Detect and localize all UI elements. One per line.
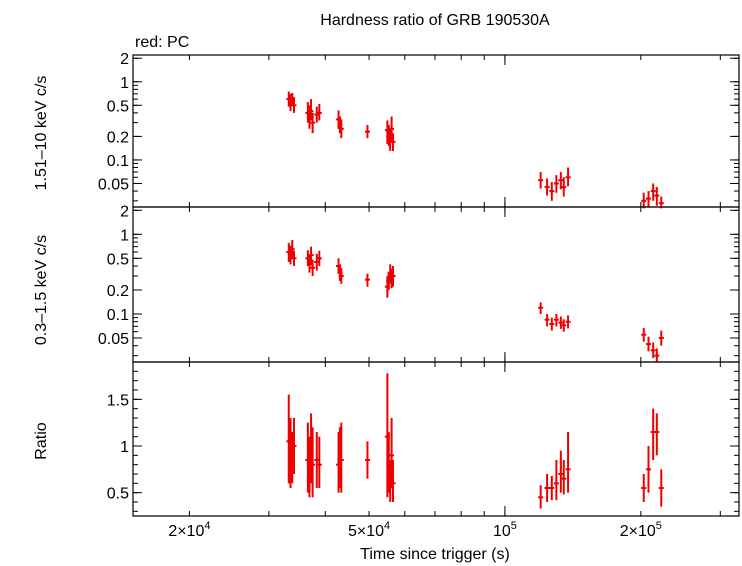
panel-ratio: Ratio 0.5 1 1.5: [33, 361, 740, 517]
y-tick-label: 1: [120, 75, 129, 92]
x-tick-mantissa: 10: [493, 523, 511, 540]
y-tick-label: 2: [120, 203, 129, 220]
y-tick-label: 1: [120, 227, 129, 244]
x-tick-label: 5×104: [348, 520, 390, 540]
chart-subtitle: red: PC: [135, 34, 189, 51]
y-tick-label: 0.5: [107, 251, 129, 268]
panel-frame: [132, 54, 740, 208]
y-tick-label: 0.2: [107, 129, 129, 146]
y-tick-label: 0.5: [107, 486, 129, 503]
y-tick-label: 0.2: [107, 283, 129, 300]
y-axis-label: Ratio: [33, 422, 50, 459]
x-tick-label: 2×104: [168, 520, 210, 540]
y-tick-label: 0.5: [107, 98, 129, 115]
x-tick-mantissa: 2×10: [168, 523, 204, 540]
y-tick-label: 1.5: [107, 392, 129, 409]
y-tick-label: 0.05: [98, 331, 129, 348]
chart-title: Hardness ratio of GRB 190530A: [320, 12, 550, 29]
x-tick-exponent: 4: [204, 520, 210, 532]
panel-frame: [132, 361, 740, 517]
x-tick-exponent: 5: [511, 520, 517, 532]
x-tick-exponent: 5: [656, 520, 662, 532]
y-tick-label: 0.1: [107, 153, 129, 170]
x-tick-mantissa: 5×10: [348, 523, 384, 540]
x-axis-label: Time since trigger (s): [360, 546, 510, 563]
y-tick-label: 0.1: [107, 307, 129, 324]
y-tick-label: 1: [120, 439, 129, 456]
y-tick-label: 2: [120, 51, 129, 68]
panel-hard: 1.51–10 keV c/s 2 1 0.5 0.2 0.1 0.05: [33, 51, 740, 209]
x-tick-label: 2×105: [620, 520, 662, 540]
panel-soft: 0.3–1.5 keV c/s 2 1 0.5 0.2 0.1 0.05: [33, 203, 740, 363]
x-tick-mantissa: 2×10: [620, 523, 656, 540]
x-tick-label: 105: [493, 520, 517, 540]
y-axis-label: 0.3–1.5 keV c/s: [33, 235, 50, 345]
x-tick-exponent: 4: [384, 520, 390, 532]
y-axis-label: 1.51–10 keV c/s: [33, 76, 50, 191]
y-tick-label: 0.05: [98, 176, 129, 193]
